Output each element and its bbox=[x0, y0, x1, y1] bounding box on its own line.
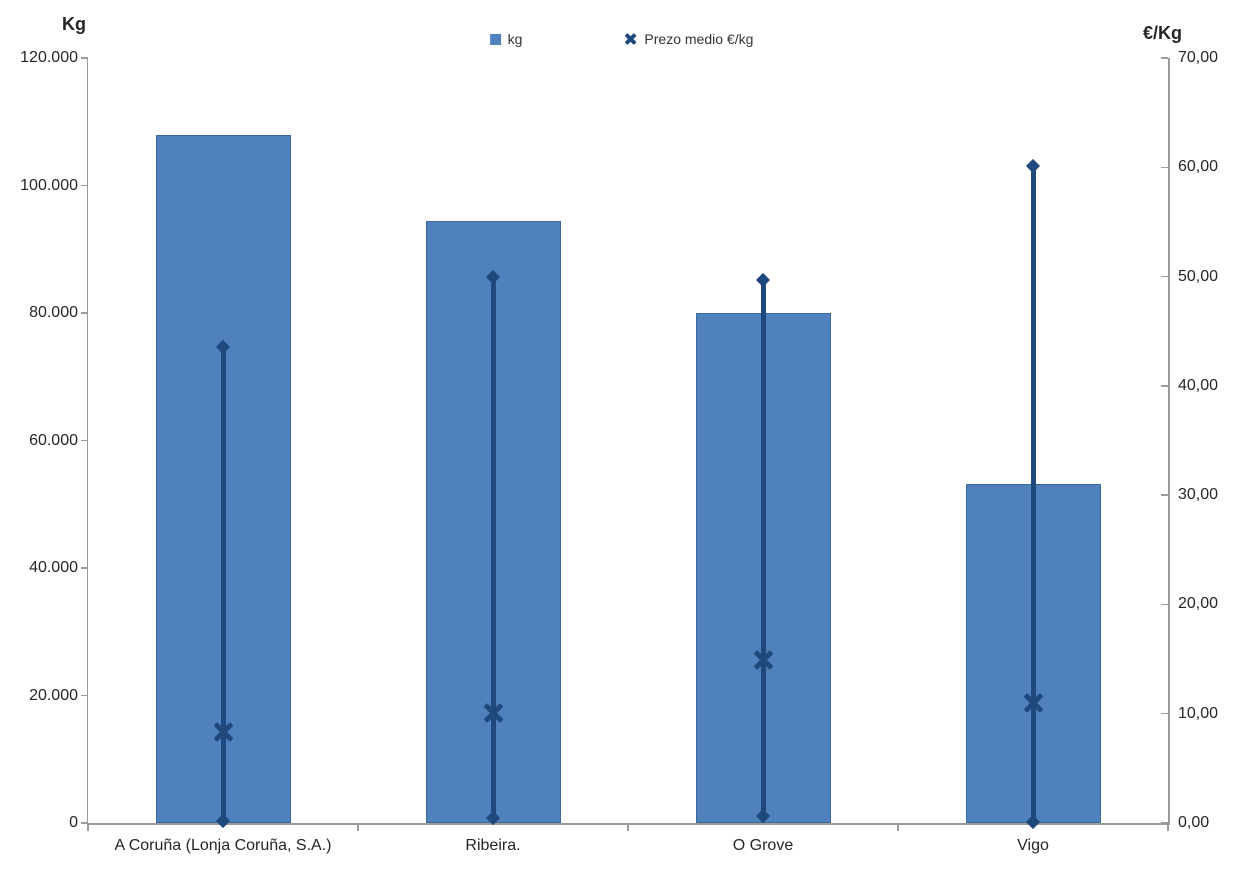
category-tick-mark bbox=[627, 823, 629, 831]
left-axis-tick-label: 100.000 bbox=[20, 176, 78, 194]
right-axis-tick-mark bbox=[1161, 57, 1168, 59]
right-axis-tick-mark bbox=[1161, 822, 1168, 824]
category-tick-mark bbox=[87, 823, 89, 831]
right-axis-title: €/Kg bbox=[1143, 23, 1183, 43]
left-axis-tick-mark bbox=[81, 57, 88, 59]
left-axis-tick-label: 60.000 bbox=[29, 431, 78, 449]
price-avg-marker bbox=[482, 701, 505, 724]
right-axis-tick-label: 20,00 bbox=[1178, 595, 1219, 613]
left-axis-tick-mark bbox=[81, 567, 88, 569]
right-axis-tick-label: 60,00 bbox=[1178, 158, 1219, 176]
left-axis-tick-label: 0 bbox=[69, 814, 78, 831]
legend: kg Prezo medio €/kg bbox=[489, 31, 753, 47]
left-axis-tick-mark bbox=[81, 312, 88, 314]
category-label: O Grove bbox=[732, 837, 794, 854]
right-axis-tick-label: 50,00 bbox=[1178, 267, 1219, 285]
left-axis-tick-mark bbox=[81, 439, 88, 442]
right-axis-tick-mark bbox=[1161, 494, 1168, 496]
right-axis-tick-label: 0,00 bbox=[1178, 814, 1210, 831]
left-axis-tick-label: 20.000 bbox=[29, 686, 78, 704]
x-marker-icon bbox=[624, 32, 637, 46]
price-max-marker bbox=[755, 272, 771, 287]
bar-swatch-icon bbox=[489, 33, 501, 45]
category-tick-mark bbox=[1167, 823, 1169, 831]
right-axis-line bbox=[1168, 58, 1170, 825]
price-avg-marker bbox=[1022, 691, 1045, 714]
right-axis-tick-label: 30,00 bbox=[1178, 486, 1219, 504]
category-tick-mark bbox=[897, 823, 899, 831]
left-axis-tick-mark bbox=[81, 822, 88, 824]
left-axis-tick-label: 40.000 bbox=[29, 559, 78, 576]
legend-label-kg: kg bbox=[507, 31, 523, 47]
right-axis-tick-label: 10,00 bbox=[1178, 704, 1219, 722]
category-label: Ribeira. bbox=[465, 837, 521, 854]
left-axis-line bbox=[86, 58, 88, 825]
legend-label-prezo-medio: Prezo medio €/kg bbox=[644, 31, 754, 47]
bottom-axis-line bbox=[88, 823, 1170, 825]
category-label: A Coruña (Lonja Coruña, S.A.) bbox=[114, 837, 332, 854]
category-label: Vigo bbox=[1017, 837, 1049, 854]
price-range-line bbox=[1030, 166, 1036, 822]
legend-item-kg: kg bbox=[489, 31, 523, 47]
price-avg-marker bbox=[212, 721, 235, 744]
price-avg-marker bbox=[752, 649, 775, 672]
left-axis-title: Kg bbox=[62, 14, 86, 34]
price-range-line bbox=[490, 276, 496, 818]
right-axis-tick-mark bbox=[1161, 385, 1168, 387]
right-axis-tick-label: 40,00 bbox=[1178, 376, 1219, 394]
right-axis-tick-mark bbox=[1161, 712, 1168, 715]
right-axis-tick-mark bbox=[1161, 166, 1168, 169]
price-max-marker bbox=[1025, 159, 1041, 174]
right-axis-tick-mark bbox=[1161, 275, 1168, 278]
legend-item-prezo-medio: Prezo medio €/kg bbox=[624, 31, 753, 47]
right-axis-tick-label: 70,00 bbox=[1178, 49, 1219, 66]
right-axis-tick-mark bbox=[1161, 603, 1168, 606]
left-axis-tick-label: 120.000 bbox=[20, 49, 78, 66]
price-range-line bbox=[220, 346, 226, 821]
price-range-line bbox=[760, 279, 766, 817]
category-tick-mark bbox=[357, 823, 359, 831]
left-axis-tick-mark bbox=[81, 184, 88, 187]
left-axis-tick-label: 80.000 bbox=[29, 304, 78, 321]
left-axis-tick-mark bbox=[81, 694, 88, 697]
